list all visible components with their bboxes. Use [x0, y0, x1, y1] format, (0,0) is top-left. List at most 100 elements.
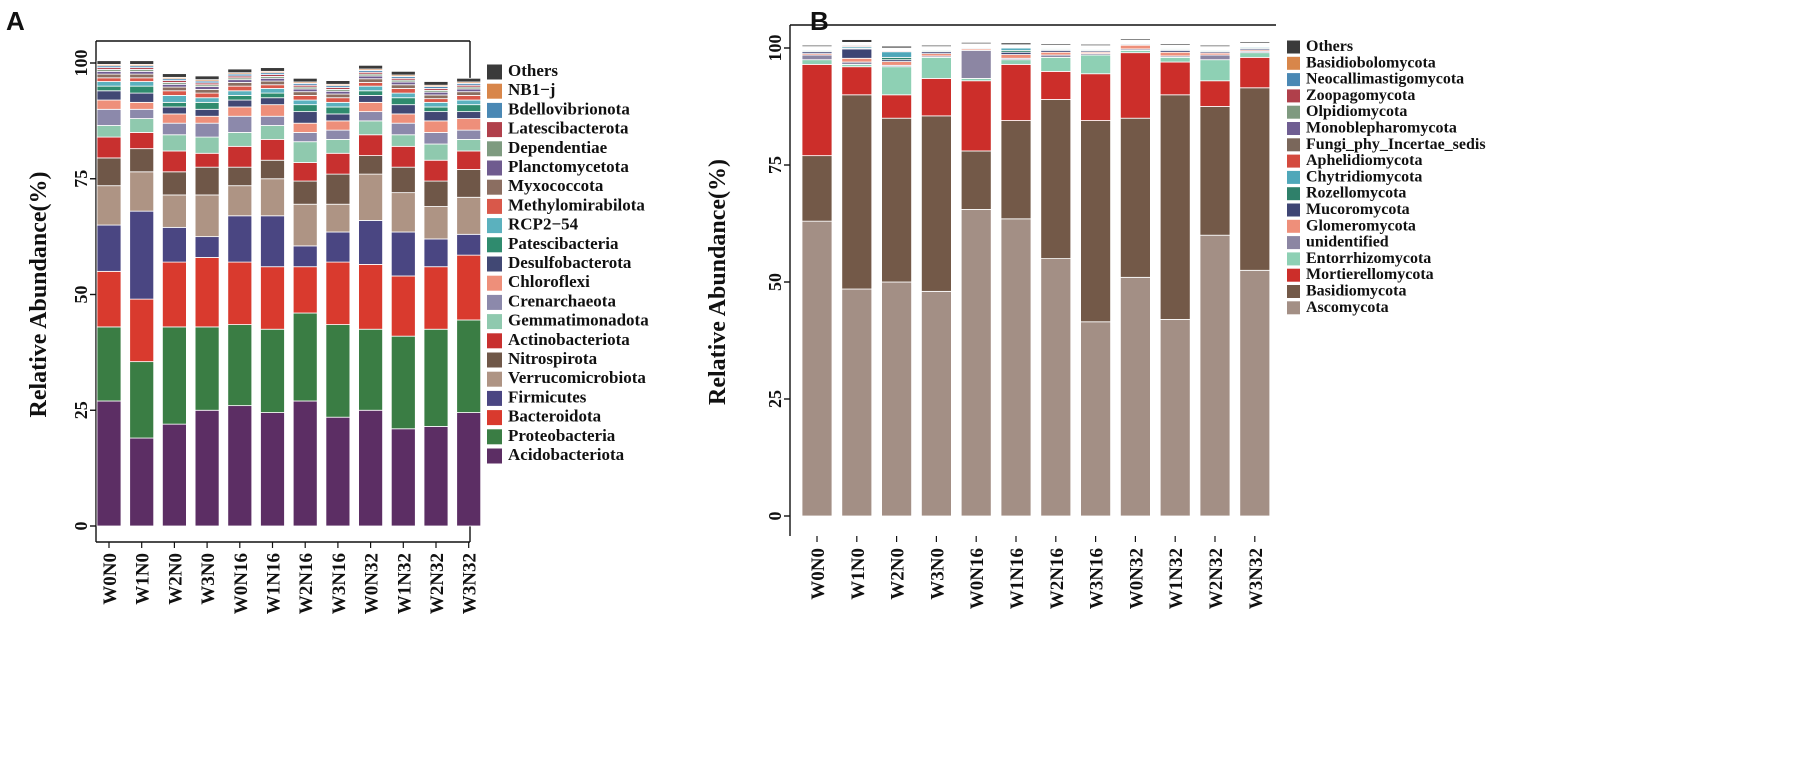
b-legend-label-fungi-phy-incertae-sedis: Fungi_phy_Incertae_sedis — [1306, 136, 1486, 153]
a-x-label-w3n0: W3N0 — [198, 553, 219, 605]
a-bar-w0n16-firmicutes — [228, 216, 252, 262]
b-legend-label-entorrhizomycota: Entorrhizomycota — [1306, 250, 1431, 267]
a-bar-w3n0-gemmatimonadota — [195, 137, 219, 153]
a-bar-w0n16-nitrospirota — [228, 167, 252, 186]
a-bar-w1n0-others — [130, 61, 154, 65]
a-bar-w0n0-gemmatimonadota — [97, 126, 121, 138]
a-legend-label-desulfobacterota: Desulfobacterota — [508, 253, 632, 272]
b-bar-w2n16-glomeromycota — [1041, 52, 1071, 55]
b-legend-swatch-neocallimastigomycota — [1287, 73, 1300, 86]
a-bar-w1n32-firmicutes — [391, 232, 415, 276]
a-bar-w1n32-nitrospirota — [391, 167, 415, 192]
b-bar-w3n32-mortierellomycota — [1240, 57, 1270, 87]
a-legend-swatch-acidobacteriota — [487, 449, 502, 464]
a-bar-w2n16-chloroflexi — [293, 123, 317, 132]
a-bar-w0n32-desulfobacterota — [359, 95, 383, 102]
b-y-axis-title: Relative Abundance(%) — [705, 159, 731, 405]
a-bar-w2n32-desulfobacterota — [424, 112, 448, 121]
a-bar-w2n0-proteobacteria — [162, 327, 186, 424]
a-bar-w3n0-bacteroidota — [195, 257, 219, 326]
b-bar-w2n16-others — [1041, 44, 1071, 45]
a-bar-w0n16-bacteroidota — [228, 262, 252, 325]
a-legend-label-dependentiae: Dependentiae — [508, 138, 608, 157]
a-legend-label-bdellovibrionota: Bdellovibrionota — [508, 99, 630, 118]
b-bar-w2n0-mortierellomycota — [882, 95, 912, 118]
a-bar-w2n16-nitrospirota — [293, 181, 317, 204]
a-bar-w1n16-desulfobacterota — [261, 98, 285, 105]
b-bar-w2n32-ascomycota — [1200, 235, 1230, 516]
b-bar-w1n16-entorrhizomycota — [1001, 60, 1031, 65]
b-x-label-w1n16: W1N16 — [1007, 548, 1028, 609]
b-bar-w2n32-mortierellomycota — [1200, 81, 1230, 107]
b-x-label-w2n16: W2N16 — [1047, 548, 1068, 609]
a-bar-w0n0-methylomirabilota — [97, 78, 121, 82]
b-legend-swatch-basidiobolomycota — [1287, 57, 1300, 70]
b-legend-label-unidentified: unidentified — [1306, 234, 1389, 251]
b-bar-w0n0-mortierellomycota — [802, 64, 832, 155]
a-bar-w0n32-nitrospirota — [359, 156, 383, 175]
a-bar-w0n32-planctomycetota — [359, 76, 383, 79]
a-bar-w2n32-verrucomicrobiota — [424, 207, 448, 239]
b-bar-w3n32-others — [1240, 42, 1270, 43]
b-bar-w1n0-mortierellomycota — [842, 67, 872, 95]
a-bar-w3n16-others — [326, 81, 350, 85]
a-bar-w0n0-actinobacteriota — [97, 137, 121, 158]
a-legend-swatch-desulfobacterota — [487, 257, 502, 272]
b-legend-swatch-glomeromycota — [1287, 220, 1300, 233]
b-bar-w0n32-glomeromycota — [1120, 45, 1150, 49]
a-bar-w2n0-desulfobacterota — [162, 107, 186, 114]
a-bar-w3n16-planctomycetota — [326, 91, 350, 94]
a-bar-w1n0-bacteroidota — [130, 299, 154, 362]
a-bar-w2n32-chloroflexi — [424, 121, 448, 133]
a-bar-w3n32-desulfobacterota — [457, 112, 481, 119]
a-bar-w0n0-bacteroidota — [97, 271, 121, 327]
b-legend-swatch-others — [1287, 41, 1300, 54]
a-bar-w1n32-desulfobacterota — [391, 105, 415, 114]
b-bar-w2n32-basidiomycota — [1200, 107, 1230, 236]
a-bar-w0n16-patescibacteria — [228, 95, 252, 100]
a-bar-w3n32-methylomirabilota — [457, 95, 481, 100]
a-bar-w3n16-myxococcota — [326, 94, 350, 98]
b-legend-label-neocallimastigomycota: Neocallimastigomycota — [1306, 71, 1464, 88]
a-bar-w0n16-methylomirabilota — [228, 86, 252, 91]
a-bar-w3n0-planctomycetota — [195, 87, 219, 90]
a-bar-w2n16-acidobacteriota — [293, 401, 317, 526]
a-bar-w3n16-crenarchaeota — [326, 130, 350, 139]
b-bar-w0n16-ascomycota — [961, 209, 991, 516]
a-x-label-w3n16: W3N16 — [329, 553, 350, 614]
a-bar-w2n16-patescibacteria — [293, 105, 317, 112]
a-bar-w2n0-gemmatimonadota — [162, 135, 186, 151]
a-bar-w0n0-acidobacteriota — [97, 401, 121, 526]
b-bar-w2n32-unidentified — [1200, 55, 1230, 60]
a-bar-w1n0-nitrospirota — [130, 149, 154, 172]
a-bar-w0n32-others — [359, 65, 383, 69]
b-x-label-w2n0: W2N0 — [888, 548, 909, 600]
b-bar-w1n32-ascomycota — [1160, 319, 1190, 516]
a-bar-w1n32-rcp2-54 — [391, 93, 415, 98]
a-bar-w2n0-actinobacteriota — [162, 151, 186, 172]
a-bar-w1n0-rcp2-54 — [130, 82, 154, 87]
b-legend-swatch-basidiomycota — [1287, 285, 1300, 298]
a-bar-w0n32-gemmatimonadota — [359, 121, 383, 135]
a-bar-w2n32-nitrospirota — [424, 181, 448, 206]
b-bar-w0n32-ascomycota — [1120, 277, 1150, 516]
a-bar-w1n16-proteobacteria — [261, 329, 285, 412]
a-bar-w1n32-crenarchaeota — [391, 123, 415, 135]
b-bar-w0n0-others — [802, 45, 832, 46]
b-legend-label-others: Others — [1306, 38, 1353, 55]
a-legend-label-actinobacteriota: Actinobacteriota — [508, 330, 630, 349]
b-legend-label-mortierellomycota: Mortierellomycota — [1306, 266, 1434, 283]
a-bar-w1n16-verrucomicrobiota — [261, 179, 285, 216]
a-bar-w1n16-methylomirabilota — [261, 85, 285, 89]
a-bar-w3n32-nitrospirota — [457, 169, 481, 197]
a-bar-w1n0-firmicutes — [130, 211, 154, 299]
a-bar-w0n16-actinobacteriota — [228, 146, 252, 167]
a-bar-w3n16-proteobacteria — [326, 325, 350, 418]
b-bar-w2n16-basidiomycota — [1041, 99, 1071, 258]
a-bar-w3n32-firmicutes — [457, 234, 481, 255]
b-bar-w0n0-basidiomycota — [802, 156, 832, 222]
b-legend-swatch-mucoromycota — [1287, 204, 1300, 217]
b-bar-w3n16-mortierellomycota — [1081, 74, 1111, 121]
a-bar-w3n16-nitrospirota — [326, 174, 350, 204]
a-bar-w3n32-patescibacteria — [457, 105, 481, 112]
